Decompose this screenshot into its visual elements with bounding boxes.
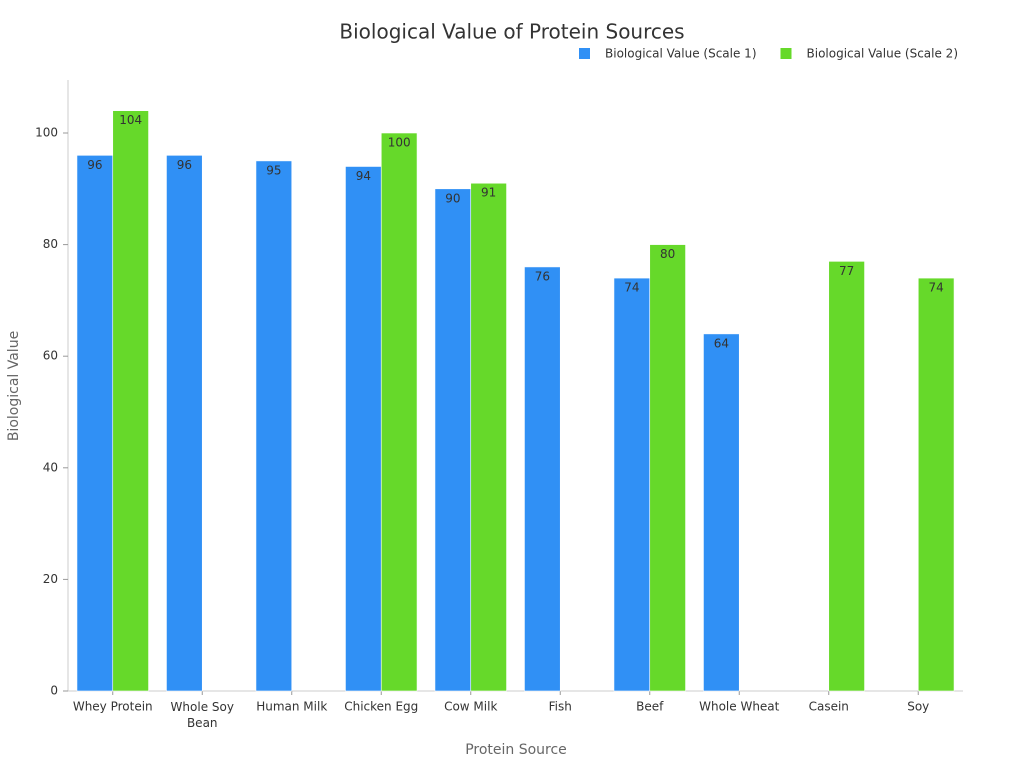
bar [255, 160, 293, 692]
value-label: 74 [929, 281, 944, 295]
value-label: 94 [356, 169, 371, 183]
x-tick-label: Soy [907, 700, 929, 714]
bar [76, 155, 114, 692]
value-label: 80 [660, 247, 675, 261]
value-label: 76 [535, 269, 550, 283]
legend-swatch [780, 48, 792, 59]
legend-label: Biological Value (Scale 1) [605, 47, 757, 61]
x-tick-label: Cow Milk [444, 700, 497, 714]
bar [917, 277, 955, 692]
x-tick-label: Whey Protein [73, 700, 153, 714]
value-label: 96 [87, 158, 102, 172]
value-label: 91 [481, 186, 496, 200]
bar [434, 188, 472, 692]
bar [380, 132, 418, 692]
value-label: 104 [119, 113, 142, 127]
bar [828, 261, 865, 692]
x-tick-label: Chicken Egg [344, 700, 418, 714]
y-axis-title: Biological Value [6, 331, 22, 441]
y-tick-label: 20 [43, 572, 58, 586]
value-label: 90 [445, 191, 460, 205]
bar [524, 266, 561, 692]
x-axis-title: Protein Source [465, 742, 567, 758]
value-label: 74 [624, 281, 639, 295]
x-tick-label: Human Milk [256, 700, 327, 714]
x-tick-label: Whole Soy Bean [171, 700, 234, 730]
legend-swatch [579, 48, 590, 59]
x-tick-label: Casein [809, 700, 849, 714]
value-label: 95 [266, 163, 281, 177]
bar [112, 110, 149, 692]
bar [345, 166, 382, 692]
bar [703, 333, 740, 692]
y-tick-label: 60 [43, 349, 58, 363]
chart-title: Biological Value of Protein Sources [339, 20, 684, 44]
bar [613, 277, 651, 692]
x-tick-label: Beef [636, 700, 664, 714]
y-tick-label: 80 [43, 237, 58, 251]
bar [166, 155, 203, 692]
bar [649, 244, 686, 692]
value-label: 64 [714, 336, 729, 350]
x-tick-label: Fish [549, 700, 572, 714]
bar [470, 182, 507, 692]
value-label: 96 [177, 158, 192, 172]
legend-label: Biological Value (Scale 2) [807, 47, 959, 61]
value-label: 100 [388, 136, 411, 150]
y-tick-label: 0 [50, 684, 58, 698]
y-tick-label: 100 [35, 126, 58, 140]
value-label: 77 [839, 264, 854, 278]
y-tick-label: 40 [43, 460, 58, 474]
x-tick-label: Whole Wheat [699, 700, 780, 714]
